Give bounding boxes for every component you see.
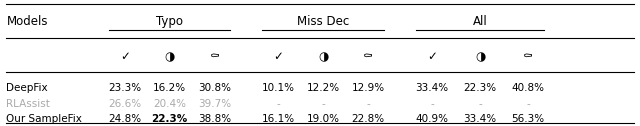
Text: -: - (276, 99, 280, 109)
Text: ◑: ◑ (164, 50, 175, 63)
Text: 38.8%: 38.8% (198, 114, 231, 124)
Text: 26.6%: 26.6% (108, 99, 141, 109)
Text: 24.8%: 24.8% (108, 114, 141, 124)
Text: 30.8%: 30.8% (198, 83, 231, 93)
Text: 39.7%: 39.7% (198, 99, 231, 109)
Text: -: - (430, 99, 434, 109)
Text: 56.3%: 56.3% (511, 114, 545, 124)
Text: ⚰: ⚰ (363, 50, 373, 63)
Text: 10.1%: 10.1% (262, 83, 295, 93)
Text: ⚰: ⚰ (209, 50, 220, 63)
Text: 40.8%: 40.8% (511, 83, 545, 93)
Text: -: - (526, 99, 530, 109)
Text: ◑: ◑ (318, 50, 328, 63)
Text: 33.4%: 33.4% (463, 114, 497, 124)
Text: 20.4%: 20.4% (153, 99, 186, 109)
Text: 16.2%: 16.2% (153, 83, 186, 93)
Text: 22.3%: 22.3% (152, 114, 188, 124)
Text: DeepFix: DeepFix (6, 83, 48, 93)
Text: 12.9%: 12.9% (351, 83, 385, 93)
Text: Our SampleFix: Our SampleFix (6, 114, 83, 124)
Text: RLAssist: RLAssist (6, 99, 51, 109)
Text: 22.3%: 22.3% (463, 83, 497, 93)
Text: ◑: ◑ (475, 50, 485, 63)
Text: ✓: ✓ (120, 50, 130, 63)
Text: Miss Dec: Miss Dec (297, 15, 349, 28)
Text: ✓: ✓ (273, 50, 284, 63)
Text: 16.1%: 16.1% (262, 114, 295, 124)
Text: Models: Models (6, 15, 48, 28)
Text: All: All (472, 15, 488, 28)
Text: -: - (366, 99, 370, 109)
Text: 22.8%: 22.8% (351, 114, 385, 124)
Text: 12.2%: 12.2% (307, 83, 340, 93)
Text: 23.3%: 23.3% (108, 83, 141, 93)
Text: -: - (478, 99, 482, 109)
Text: 33.4%: 33.4% (415, 83, 449, 93)
Text: Typo: Typo (156, 15, 183, 28)
Text: -: - (321, 99, 325, 109)
Text: ⚰: ⚰ (523, 50, 533, 63)
Text: ✓: ✓ (427, 50, 437, 63)
Text: 19.0%: 19.0% (307, 114, 340, 124)
Text: 40.9%: 40.9% (415, 114, 449, 124)
